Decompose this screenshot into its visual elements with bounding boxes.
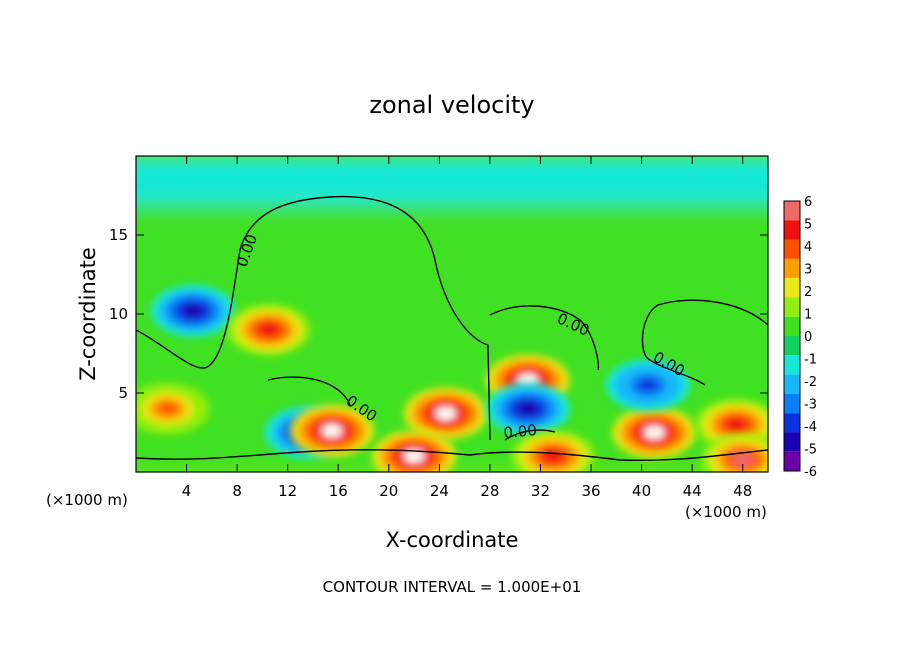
colorbar-swatch: [784, 239, 800, 259]
field-feature: [694, 398, 768, 451]
x-tick-label: 32: [531, 482, 550, 500]
x-tick-label: 24: [430, 482, 449, 500]
colorbar-swatch: [784, 316, 800, 336]
colorbar-label: 2: [804, 285, 812, 300]
x-tick-label: 16: [329, 482, 348, 500]
colorbar-label: 6: [804, 195, 812, 210]
field-feature: [226, 303, 311, 356]
field-feature: [485, 382, 570, 435]
feature-ring: [258, 323, 280, 337]
y-tick-label: 5: [118, 384, 128, 402]
x-axis-ticks: 4 8 12 16 20 24 28 32 36 40 44 48: [182, 156, 752, 500]
chart-title: zonal velocity: [369, 91, 534, 119]
colorbar-label: -2: [804, 375, 817, 390]
colorbar-label: 4: [804, 240, 812, 255]
field-feature: [372, 430, 457, 472]
contour-zero-mid: [267, 376, 351, 406]
colorbar-label: -6: [804, 465, 817, 480]
contour-zero-bump: [504, 429, 556, 441]
contour-zero-right: [641, 299, 768, 386]
colorbar-label: 1: [804, 308, 812, 323]
field-feature: [289, 404, 374, 457]
x-tick-label: 48: [733, 482, 752, 500]
y-tick-label: 15: [109, 226, 128, 244]
field-feature: [700, 433, 768, 472]
field-feature: [403, 387, 488, 440]
colorbar-label: 5: [804, 218, 812, 233]
x-tick-label: 4: [182, 482, 192, 500]
feature-ring: [517, 402, 539, 416]
plot-area: 0.00 0.00 0.00 0.00 0.00 4 8 12 16 20 24 28 32 3…: [109, 155, 769, 500]
background-band: [136, 156, 768, 204]
colorbar: 6 5 4 3 2 1 0 -1 -2 -3 -4 -5 -6: [783, 195, 817, 480]
x-tick-label: 40: [632, 482, 651, 500]
z-unit-note: (×1000 m): [685, 503, 767, 521]
x-tick-label: 36: [581, 482, 600, 500]
colorbar-swatch: [784, 413, 800, 433]
contour-label: 0.00: [503, 421, 538, 442]
field-feature: [612, 406, 697, 459]
colorbar-label: -4: [804, 420, 817, 435]
colorbar-swatch: [784, 278, 800, 298]
colorbar-swatch: [784, 451, 800, 471]
feature-ring: [403, 449, 425, 463]
y-axis-ticks: 5 10 15: [109, 226, 768, 402]
x-tick-label: 44: [683, 482, 702, 500]
footer-note: CONTOUR INTERVAL = 1.000E+01: [323, 578, 582, 596]
feature-ring: [643, 426, 665, 439]
x-tick-label: 28: [480, 482, 499, 500]
field-feature: [150, 284, 235, 337]
contour-lines: [136, 195, 768, 462]
x-tick-label: 20: [379, 482, 398, 500]
colorbar-swatch: [784, 355, 800, 375]
feature-ring: [157, 402, 179, 416]
colorbar-label: -1: [804, 353, 817, 368]
y-tick-label: 10: [109, 305, 128, 323]
feature-ring: [725, 418, 747, 432]
heatmap-field: 0.00 0.00 0.00 0.00 0.00: [136, 156, 768, 472]
y-axis-title: Z-coordinate: [76, 247, 100, 381]
field-feature: [605, 359, 690, 412]
colorbar-swatch: [784, 374, 800, 394]
colorbar-frame: [783, 200, 801, 472]
x-tick-label: 8: [232, 482, 242, 500]
colorbar-swatch: [784, 220, 800, 240]
x-unit-note: (×1000 m): [46, 491, 128, 509]
feature-ring: [732, 452, 754, 466]
contour-zero-lower: [136, 449, 768, 462]
contour-zero-main: [136, 195, 491, 441]
feature-ring: [637, 378, 659, 392]
feature-ring: [542, 449, 564, 463]
feature-ring: [182, 304, 204, 318]
x-tick-label: 12: [278, 482, 297, 500]
colorbar-label: -3: [804, 398, 817, 413]
colorbar-swatch: [784, 258, 800, 279]
colorbar-label: -5: [804, 443, 817, 458]
colorbar-swatch: [784, 201, 800, 221]
colorbar-label: 0: [804, 330, 812, 345]
colorbar-swatch: [784, 432, 800, 452]
feature-ring: [435, 407, 457, 421]
colorbar-label: 3: [804, 263, 812, 278]
colorbar-swatch: [784, 297, 800, 317]
heatmap-blobs: [136, 284, 768, 472]
colorbar-swatch: [784, 336, 800, 356]
feature-ring: [321, 424, 343, 438]
x-axis-title: X-coordinate: [386, 528, 519, 552]
colorbar-swatch: [784, 393, 800, 414]
contour-zero-right-top: [489, 305, 600, 371]
field-feature: [136, 382, 210, 435]
